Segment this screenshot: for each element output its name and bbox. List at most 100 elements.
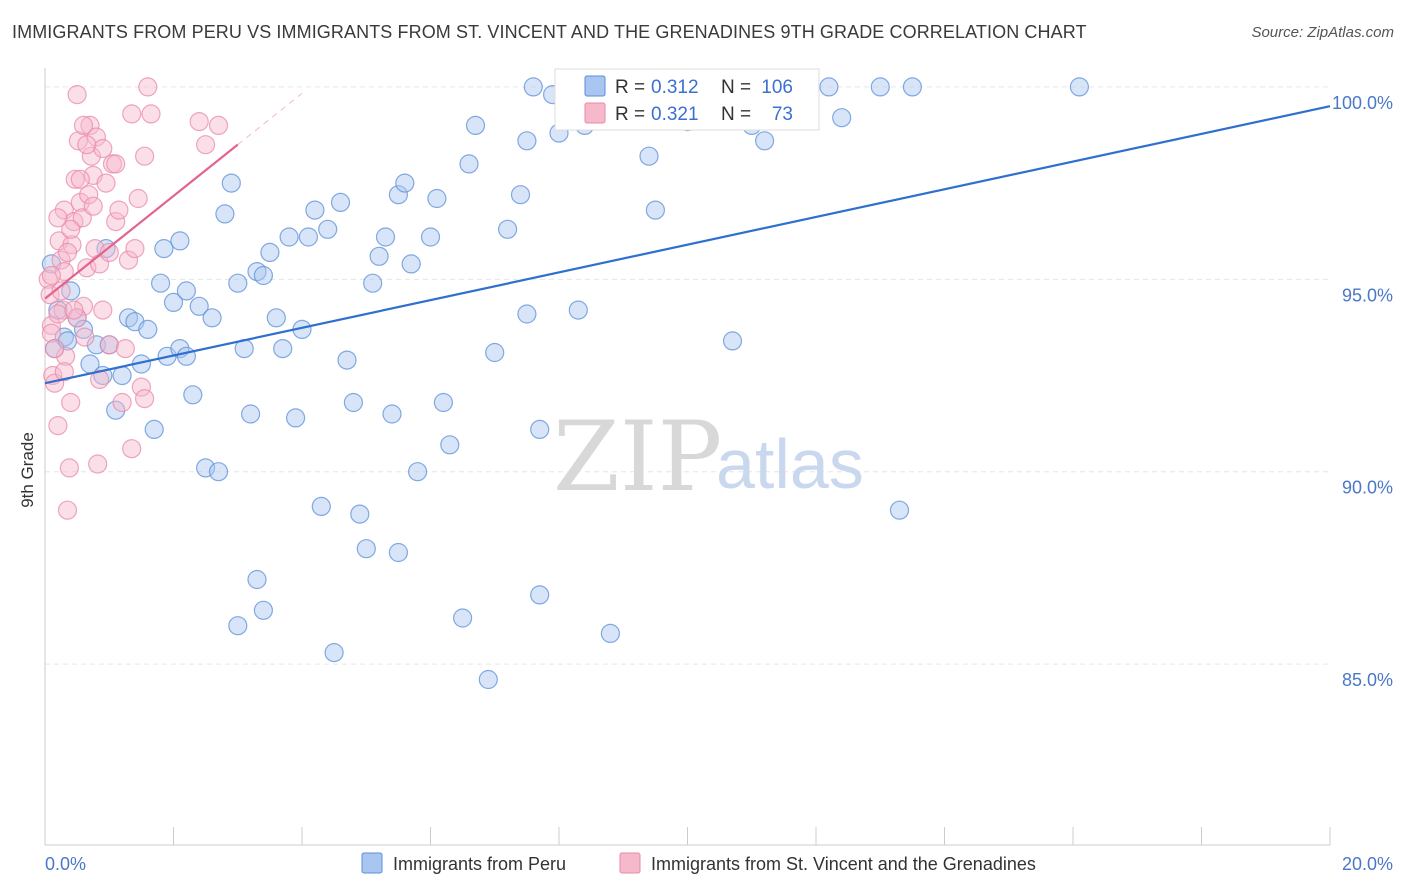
stvincent-point: [122, 104, 142, 124]
peru-point: [106, 400, 126, 420]
stvincent-point: [99, 242, 119, 262]
peru-point: [530, 585, 550, 605]
stvincent-point: [93, 138, 113, 159]
stvincent-point: [128, 188, 148, 209]
peru-point: [298, 227, 318, 247]
peru-point: [639, 146, 659, 166]
peru-point: [73, 319, 94, 339]
y-tick-label: 90.0%: [1342, 478, 1393, 498]
stvincent-point: [77, 258, 97, 278]
peru-point: [722, 331, 743, 351]
stvincent-point: [106, 212, 126, 232]
peru-point: [215, 204, 235, 224]
peru-point: [902, 77, 923, 97]
stvincent-point: [73, 296, 94, 316]
peru-point: [568, 300, 588, 320]
peru-point: [144, 419, 164, 439]
stvincent-point: [38, 269, 58, 289]
stvincent-point: [96, 173, 116, 193]
peru-point: [189, 296, 209, 316]
peru-point: [433, 392, 453, 413]
stvincent-point: [112, 392, 132, 413]
peru-point: [318, 219, 338, 239]
legend-r-value-stvincent: 0.321: [651, 104, 699, 125]
peru-point: [819, 77, 839, 97]
stvincent-point: [86, 127, 107, 147]
peru-point: [1069, 77, 1090, 97]
peru-point: [395, 173, 415, 193]
peru-point: [832, 108, 852, 128]
stvincent-point: [48, 416, 68, 436]
peru-point: [324, 642, 344, 663]
peru-point: [754, 131, 775, 151]
peru-point: [247, 569, 267, 590]
peru-point: [465, 115, 486, 136]
bottom-legend-swatch-stvincent: [619, 852, 641, 874]
legend-n-label-stvincent: N =: [721, 104, 751, 125]
peru-point: [388, 185, 408, 205]
peru-point: [286, 408, 306, 428]
source-label: Source: ZipAtlas.com: [1251, 24, 1394, 41]
stvincent-point: [135, 146, 155, 166]
peru-point: [870, 77, 890, 97]
x-tick-label: 0.0%: [45, 854, 86, 874]
legend-r-label-peru: R =: [615, 77, 645, 98]
stvincent-point: [122, 439, 142, 459]
peru-point: [427, 188, 447, 209]
peru-point: [498, 219, 518, 239]
stvincent-point: [64, 300, 84, 320]
peru-point: [305, 200, 325, 220]
y-tick-label: 100.0%: [1332, 93, 1393, 113]
stvincent-point: [138, 77, 158, 97]
points: [38, 77, 1090, 690]
peru-point: [337, 350, 357, 370]
stvincent-point: [51, 250, 71, 270]
peru-point: [350, 504, 370, 524]
peru-point: [266, 308, 286, 328]
stvincent-point: [83, 196, 103, 216]
peru-point: [440, 435, 460, 455]
peru-point: [151, 273, 171, 293]
peru-point: [363, 273, 383, 293]
peru-point: [138, 319, 158, 339]
stvincent-point: [125, 239, 145, 259]
stvincent-point: [48, 208, 68, 228]
stvincent-point: [135, 389, 155, 409]
axes: 85.0% 90.0% 95.0% 100.0% 0.0% 20.0%: [44, 68, 1393, 874]
peru-point: [420, 227, 441, 247]
peru-point: [273, 339, 293, 359]
x-tick-label: 20.0%: [1342, 854, 1393, 874]
stvincent-point: [61, 392, 81, 413]
stvincent-point: [41, 323, 62, 343]
stvincent-point: [48, 304, 68, 324]
stvincent-point: [65, 169, 85, 189]
peru-point: [523, 77, 543, 97]
stvincent-point: [189, 111, 209, 132]
peru-point: [279, 227, 299, 247]
legend-r-value-peru: 0.312: [651, 77, 699, 98]
stvincent-point: [115, 339, 135, 359]
stvincent-trend-line: [44, 143, 239, 300]
peru-point: [517, 131, 537, 151]
bottom-legend-label-stvincent: Immigrants from St. Vincent and the Gren…: [651, 854, 1036, 874]
peru-point: [176, 346, 196, 366]
stvincent-point: [57, 500, 78, 520]
bottom-legend: Immigrants from Peru Immigrants from St.…: [361, 852, 1036, 874]
grid: [45, 86, 1330, 665]
peru-point: [253, 600, 273, 620]
stvincent-point: [41, 315, 62, 336]
stvincent-point: [67, 308, 87, 328]
chart-title: IMMIGRANTS FROM PERU VS IMMIGRANTS FROM …: [12, 22, 1087, 42]
stvincent-point: [54, 362, 74, 382]
y-tick-label: 85.0%: [1342, 670, 1393, 690]
peru-point: [485, 342, 505, 363]
peru-point: [311, 496, 331, 516]
peru-point: [330, 192, 351, 212]
watermark-zip: ZIP: [553, 401, 722, 513]
peru-point: [154, 239, 174, 259]
y-axis-label: 9th Grade: [18, 432, 37, 508]
legend-n-value-stvincent: 73: [772, 104, 793, 125]
peru-point: [260, 242, 280, 262]
peru-point: [459, 154, 479, 174]
legend-n-label-peru: N =: [721, 77, 751, 98]
